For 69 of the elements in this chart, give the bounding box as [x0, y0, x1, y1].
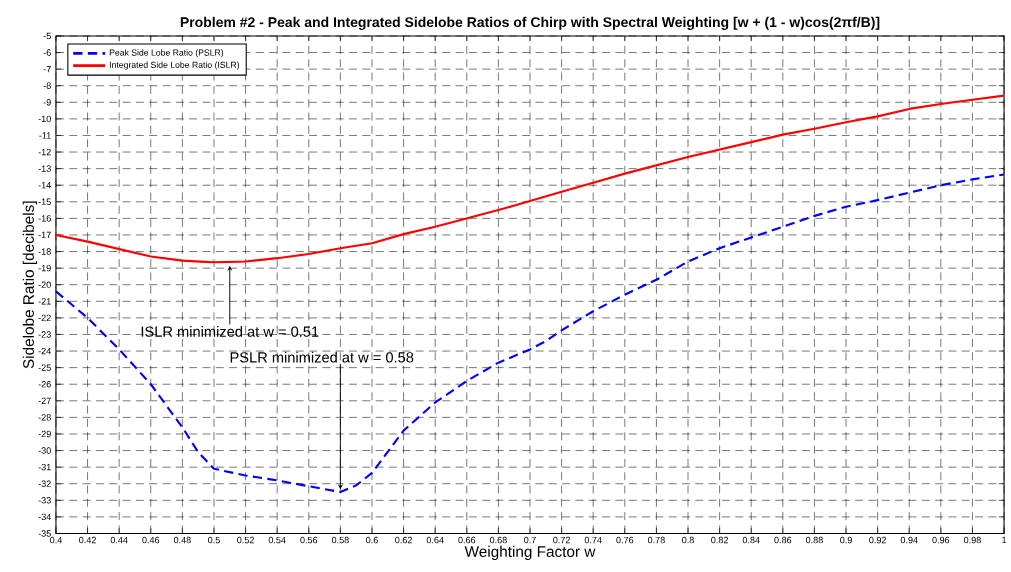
y-tick-label: -13 — [38, 165, 51, 172]
y-tick-label: -19 — [38, 264, 51, 272]
x-tick-label: 0.94 — [900, 536, 918, 544]
x-tick-label: 0.72 — [553, 536, 570, 544]
x-tick-label: 0.8 — [682, 536, 694, 544]
annotation: ISLR minimized at w = 0.51 — [141, 325, 319, 337]
x-tick-label: 0.96 — [932, 536, 950, 544]
annotation: PSLR minimized at w = 0.58 — [230, 351, 414, 363]
y-tick-label: -11 — [39, 132, 51, 139]
x-axis-title: Weighting Factor w — [464, 545, 596, 560]
y-tick-label: -9 — [43, 98, 51, 106]
x-tick-label: 0.86 — [774, 536, 792, 544]
x-tick-label: 0.5 — [208, 536, 220, 544]
x-tick-label: 0.76 — [616, 536, 634, 544]
y-tick-label: -21 — [38, 297, 51, 305]
x-tick-label: 0.58 — [331, 536, 349, 544]
y-tick-label: -31 — [38, 463, 51, 471]
x-tick-label: 0.66 — [458, 536, 476, 544]
x-tick-label: 0.68 — [489, 536, 507, 544]
x-tick-label: 0.56 — [300, 536, 318, 544]
chart-title: Problem #2 - Peak and Integrated Sidelobe Ratios of Chirp with Spectral Weighting [w + (1 - w)cos(2πf/B)] — [180, 16, 880, 30]
x-tick-label: 0.88 — [805, 536, 823, 544]
x-tick-label: 0.54 — [268, 536, 286, 544]
x-tick-label: 0.92 — [869, 536, 886, 544]
x-tick-label: 0.44 — [110, 536, 128, 544]
y-tick-label: -7 — [43, 65, 51, 73]
x-tick-label: 0.7 — [524, 536, 536, 544]
y-tick-label: -6 — [43, 49, 51, 56]
x-tick-label: 0.82 — [711, 536, 728, 544]
legend-label: Peak Side Lobe Ratio (PSLR) — [109, 49, 224, 58]
y-tick-label: -34 — [38, 513, 51, 520]
y-tick-label: -14 — [38, 181, 51, 189]
y-tick-label: -33 — [38, 496, 51, 504]
x-tick-label: 0.42 — [79, 536, 96, 544]
y-tick-label: -32 — [38, 480, 51, 487]
y-tick-label: -22 — [38, 314, 51, 321]
y-tick-label: -35 — [38, 530, 51, 537]
x-tick-label: 0.46 — [142, 536, 160, 544]
x-tick-label: 0.64 — [426, 536, 444, 544]
x-tick-label: 1 — [1002, 536, 1007, 543]
y-tick-label: -5 — [43, 32, 51, 39]
y-tick-label: -29 — [38, 430, 51, 437]
y-tick-label: -12 — [38, 148, 51, 155]
y-tick-label: -23 — [38, 331, 51, 338]
x-tick-label: 0.4 — [50, 536, 62, 544]
x-tick-label: 0.9 — [840, 536, 852, 544]
x-tick-label: 0.6 — [366, 536, 378, 544]
y-tick-label: -18 — [38, 248, 51, 255]
y-tick-label: -17 — [38, 231, 51, 238]
y-tick-label: -26 — [38, 380, 51, 388]
y-tick-label: -16 — [38, 214, 51, 222]
x-tick-label: 0.52 — [237, 536, 254, 544]
y-tick-label: -8 — [43, 82, 51, 89]
y-tick-label: -30 — [38, 447, 51, 454]
y-tick-label: -24 — [38, 347, 51, 354]
x-tick-label: 0.78 — [647, 536, 665, 544]
y-tick-label: -28 — [38, 413, 51, 421]
x-tick-label: 0.62 — [395, 536, 412, 544]
y-tick-label: -15 — [38, 198, 51, 205]
y-axis-title: Sidelobe Ratio [decibels] — [22, 201, 37, 369]
x-tick-label: 0.74 — [584, 536, 602, 544]
y-tick-label: -27 — [38, 397, 51, 404]
y-tick-label: -25 — [38, 364, 51, 371]
y-tick-label: -20 — [38, 281, 51, 288]
x-tick-label: 0.84 — [742, 536, 760, 544]
y-tick-label: -10 — [38, 115, 51, 122]
x-tick-label: 0.48 — [173, 536, 191, 544]
legend-label: Integrated Side Lobe Ratio (ISLR) — [109, 61, 240, 70]
x-tick-label: 0.98 — [963, 536, 981, 544]
